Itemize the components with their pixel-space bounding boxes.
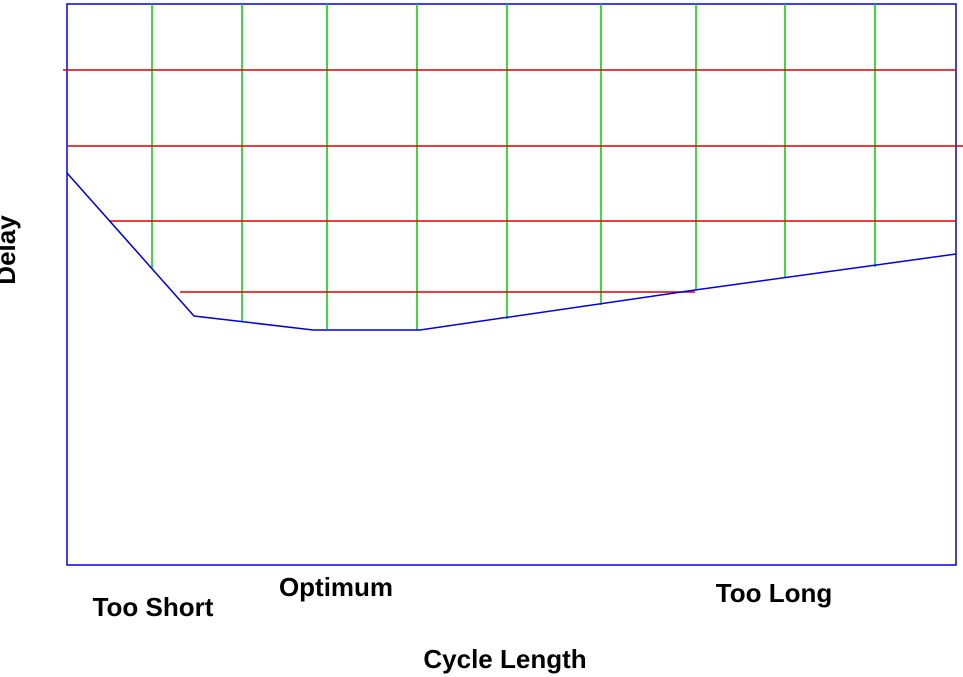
region-label: Too Short (93, 592, 214, 622)
vertical-lines (151, 4, 876, 330)
y-axis-label: Delay (0, 215, 21, 285)
horizontal-lines (63, 69, 963, 293)
frame (66, 3, 957, 566)
region-label: Too Long (716, 578, 832, 608)
region-label: Optimum (279, 572, 393, 602)
x-axis-label: Cycle Length (423, 644, 586, 674)
delay-curve (66, 172, 957, 331)
